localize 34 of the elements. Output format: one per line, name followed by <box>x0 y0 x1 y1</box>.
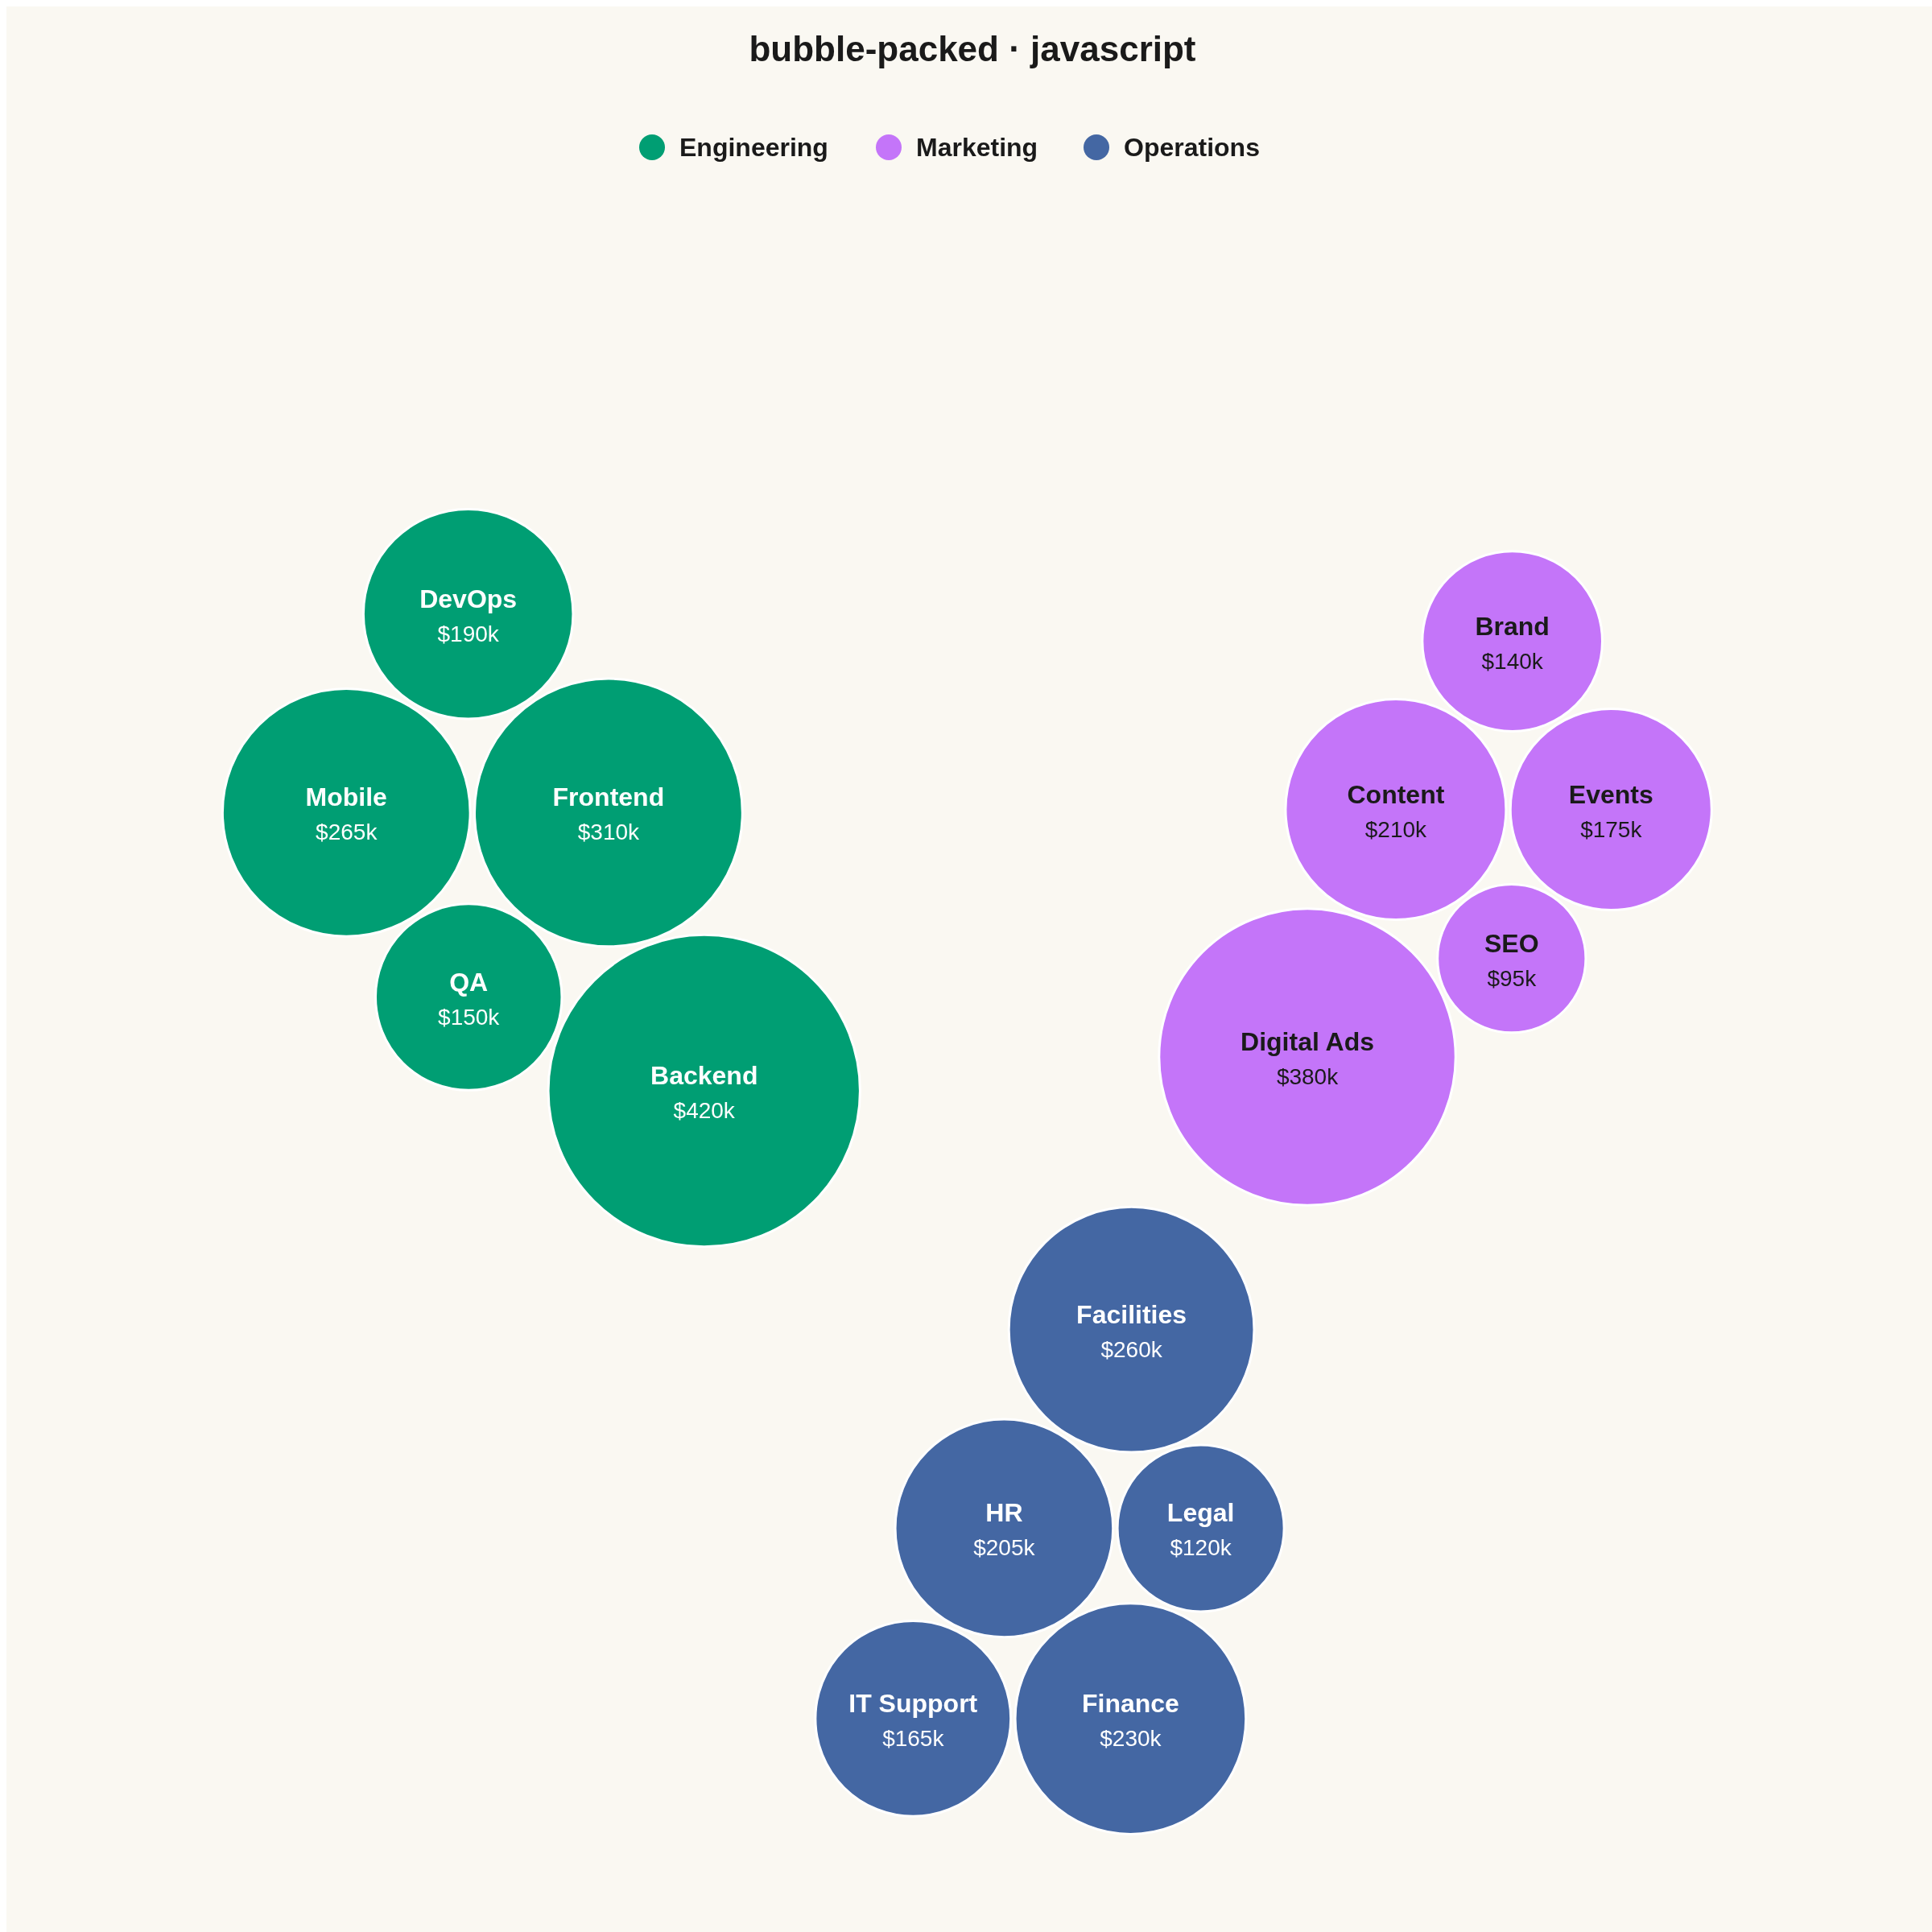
category-label: QA <box>449 967 489 997</box>
data-label: $260k <box>1100 1336 1163 1362</box>
legend-label: Marketing <box>916 133 1038 162</box>
data-label: $210k <box>1364 816 1428 842</box>
category-label: Brand <box>1475 611 1550 641</box>
data-label: $95k <box>1487 965 1538 991</box>
data-label: $230k <box>1100 1726 1162 1752</box>
data-label: $380k <box>1276 1064 1340 1090</box>
category-label: IT Support <box>848 1688 978 1718</box>
data-label: $140k <box>1481 648 1544 674</box>
legend-label: Engineering <box>679 133 828 162</box>
category-label: Content <box>1347 779 1445 809</box>
data-label: $420k <box>673 1098 736 1124</box>
category-label: SEO <box>1484 928 1539 958</box>
data-label: $265k <box>316 819 378 845</box>
data-label: $310k <box>577 819 641 845</box>
text: bubble-packed · javascript <box>749 29 1196 68</box>
category-label: HR <box>985 1498 1023 1528</box>
category-label: DevOps <box>419 584 518 613</box>
category-label: Mobile <box>305 782 387 812</box>
category-label: Finance <box>1081 1689 1179 1719</box>
category-label: Legal <box>1166 1498 1235 1528</box>
data-label: $150k <box>438 1004 501 1030</box>
data-label: $165k <box>882 1725 945 1751</box>
category-label: Frontend <box>552 782 665 812</box>
data-label: $205k <box>973 1535 1036 1561</box>
data-label: $120k <box>1170 1535 1232 1561</box>
data-label: $175k <box>1580 816 1643 842</box>
data-label: $190k <box>437 621 500 646</box>
category-label: Facilities <box>1076 1299 1187 1329</box>
legend-label: Operations <box>1124 133 1260 162</box>
category-label: Events <box>1568 779 1653 809</box>
category-label: Digital Ads <box>1241 1027 1374 1057</box>
category-label: Backend <box>650 1061 758 1091</box>
